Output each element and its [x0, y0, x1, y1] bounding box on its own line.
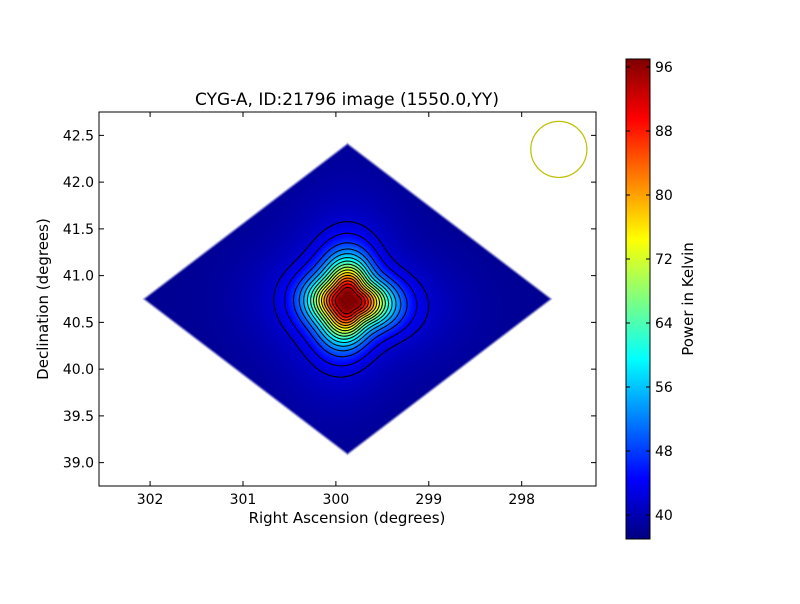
contour-line: [292, 242, 408, 358]
contour-line: [298, 248, 402, 352]
contour-line: [273, 221, 430, 378]
contour-line: [312, 263, 386, 337]
colorbar-gradient: [626, 59, 650, 539]
x-tick-label: 299: [415, 492, 442, 508]
colorbar-tick-label: 40: [655, 508, 673, 524]
plot-area: [99, 112, 596, 486]
y-tick-label: 39.0: [63, 456, 94, 472]
y-tick-label: 42.5: [63, 128, 94, 144]
x-tick-label: 300: [323, 492, 350, 508]
y-tick-label: 40.0: [63, 362, 94, 378]
x-axis: 302 301 300 299 298: [137, 112, 535, 508]
plot-frame: [98, 111, 597, 487]
x-tick-label: 301: [230, 492, 257, 508]
contour-line: [284, 232, 418, 367]
y-tick-label: 41.5: [63, 222, 94, 238]
contour-line: [331, 283, 366, 318]
contour-line: [318, 269, 381, 332]
y-tick-label: 39.5: [63, 409, 94, 425]
colorbar-tick-label: 96: [655, 60, 673, 76]
contour-line: [328, 280, 369, 321]
colorbar-tick-label: 48: [655, 444, 673, 460]
colorbar-tick-label: 88: [655, 124, 673, 140]
x-axis-label: Right Ascension (degrees): [249, 509, 446, 527]
y-axis: 39.0 39.5 40.0 40.5 41.0 41.5 42.0 42.5: [63, 128, 596, 472]
chart-title: CYG-A, ID:21796 image (1550.0,YY): [195, 90, 499, 110]
y-tick-label: 42.0: [63, 175, 94, 191]
colorbar-tick-label: 72: [655, 252, 673, 268]
x-tick-label: 302: [137, 492, 164, 508]
colorbar-tick-label: 56: [655, 380, 673, 396]
colorbar-ticks: 40 48 56 64 72 80 88 96: [626, 60, 673, 524]
colorbar-tick-label: 64: [655, 316, 673, 332]
contour-line: [323, 274, 375, 327]
beam-circle: [530, 120, 588, 179]
y-axis-label: Declination (degrees): [34, 218, 52, 380]
contour-line: [303, 253, 397, 347]
contour-lines: [273, 221, 430, 378]
colorbar-frame: [625, 58, 651, 540]
contour-line: [315, 266, 383, 334]
colorbar-label: Power in Kelvin: [679, 242, 697, 356]
contour-line: [320, 272, 378, 329]
contour-line: [310, 260, 390, 340]
colorbar: 40 48 56 64 72 80 88 96: [625, 58, 673, 540]
y-tick-label: 40.5: [63, 315, 94, 331]
colorbar-tick-label: 80: [655, 188, 673, 204]
heatmap-image: [99, 112, 596, 486]
contour-line: [334, 286, 363, 315]
contour-line: [306, 257, 393, 344]
y-tick-label: 41.0: [63, 269, 94, 285]
contour-line: [325, 277, 372, 324]
x-tick-label: 298: [508, 492, 535, 508]
